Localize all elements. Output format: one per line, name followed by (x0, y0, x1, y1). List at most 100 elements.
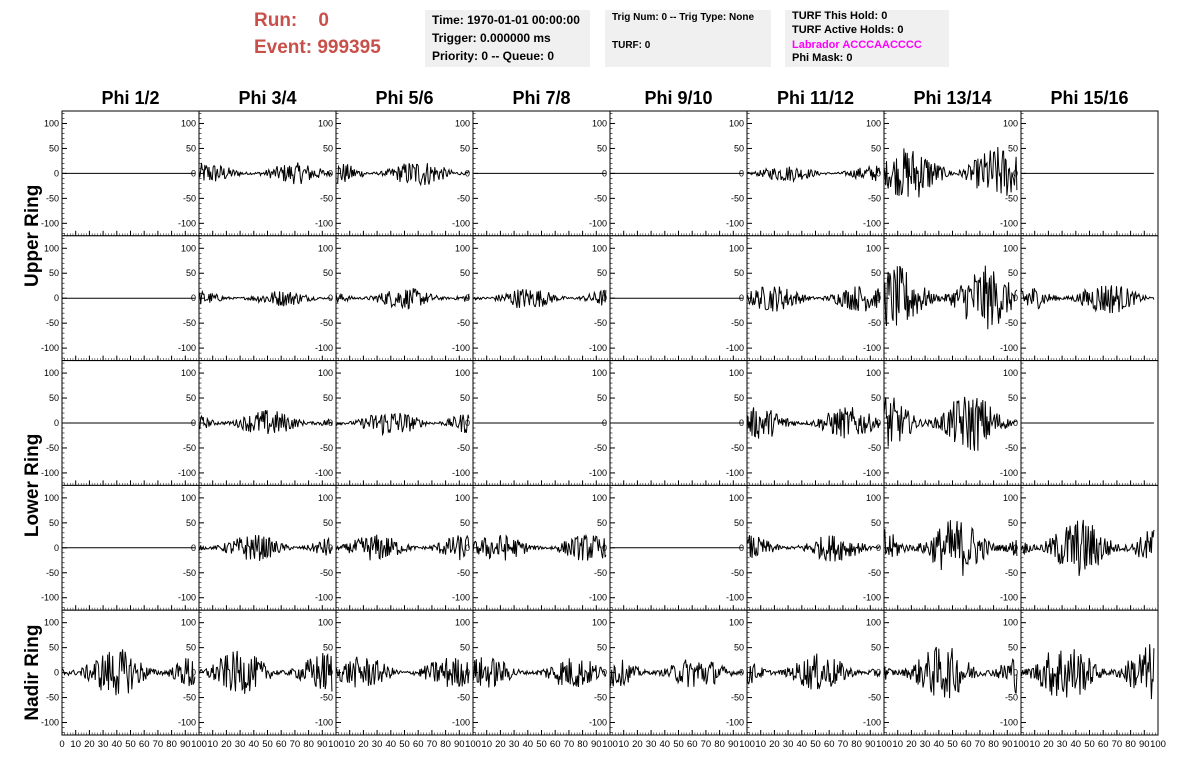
y-tick-label: 50 (734, 143, 744, 153)
waveform-panel: -100 -50 0 50 100 (178, 235, 337, 362)
y-tick-label: 0 (328, 168, 333, 178)
y-tick-label: -100 (726, 468, 744, 478)
y-tick-label: 100 (866, 368, 881, 378)
row-title-1: Upper Ring (22, 185, 43, 287)
turf-active-text: TURF Active Holds: 0 (792, 24, 904, 36)
y-tick-label: -50 (457, 693, 470, 703)
x-tick-label: 70 (153, 739, 164, 750)
y-tick-label: 50 (323, 518, 333, 528)
y-tick-label: 0 (739, 543, 744, 553)
y-tick-label: 100 (592, 618, 607, 628)
y-tick-label: -100 (726, 718, 744, 728)
y-tick-label: 50 (1008, 268, 1018, 278)
x-tick-label: 40 (1071, 739, 1082, 750)
waveform-trace (472, 657, 607, 688)
waveform-trace (198, 535, 333, 561)
panel-frame (609, 609, 748, 736)
x-tick-label: 30 (920, 739, 931, 750)
waveform-panel: -100 -50 0 50 100 (452, 609, 611, 736)
waveform-panel: -100 -50 0 50 100 (726, 609, 885, 736)
y-tick-label: 100 (318, 618, 333, 628)
y-tick-label: -100 (315, 343, 333, 353)
run-event-panel: Run: 0 Event: 999395 (248, 10, 418, 66)
y-tick-label: 0 (465, 168, 470, 178)
x-tick-label: 80 (166, 739, 177, 750)
x-tick-label: 50 (673, 739, 684, 750)
x-tick-label: 80 (714, 739, 725, 750)
waveform-panel: -100 -50 0 50 100 (726, 110, 885, 237)
y-tick-label: 50 (323, 393, 333, 403)
y-tick-label: -50 (594, 318, 607, 328)
y-tick-label: 0 (739, 418, 744, 428)
x-tick-label: 100 (465, 739, 481, 750)
waveform-trace (883, 520, 1018, 576)
y-tick-label: 100 (44, 118, 59, 128)
y-tick-label: 50 (597, 268, 607, 278)
y-tick-label: -100 (41, 218, 59, 228)
x-tick-label: 90 (1139, 739, 1150, 750)
waveform-panel: -100 -50 0 50 100 (452, 235, 611, 362)
y-tick-label: 100 (318, 368, 333, 378)
y-tick-label: 0 (876, 668, 881, 678)
y-tick-label: 100 (455, 118, 470, 128)
y-tick-label: 0 (1013, 293, 1018, 303)
y-tick-label: 50 (186, 393, 196, 403)
waveform-trace (335, 412, 470, 437)
waveform-panel: -100 -50 0 50 100 (178, 609, 337, 736)
x-tick-label: 30 (1057, 739, 1068, 750)
y-tick-label: -100 (178, 718, 196, 728)
run-value: 0 (318, 10, 329, 31)
y-tick-label: 50 (1008, 518, 1018, 528)
turf-text: TURF: 0 (612, 40, 651, 51)
waveform-panel: -100 -50 0 50 100 (726, 360, 885, 486)
x-tick-label: 20 (906, 739, 917, 750)
y-tick-label: -100 (863, 468, 881, 478)
waveform-trace (472, 289, 607, 308)
y-tick-label: 0 (191, 668, 196, 678)
waveform-panel: -100 -50 0 50 100 (726, 484, 885, 611)
waveform-trace (335, 534, 470, 561)
y-tick-label: 100 (181, 243, 196, 253)
y-tick-label: 0 (465, 293, 470, 303)
x-tick-label: 60 (824, 739, 835, 750)
waveform-panel: -100 -50 0 50 100 (863, 609, 1022, 736)
column-title-7: Phi 13/14 (913, 88, 991, 108)
y-tick-label: -50 (320, 318, 333, 328)
y-tick-label: 100 (181, 368, 196, 378)
waveform-panel: -100 -50 0 50 100 (1000, 235, 1159, 362)
y-tick-label: -50 (1005, 193, 1018, 203)
y-tick-label: 50 (871, 393, 881, 403)
waveform-panel: -100 -50 0 50 100 (315, 609, 474, 736)
y-tick-label: -50 (731, 443, 744, 453)
y-tick-label: 100 (1003, 618, 1018, 628)
y-tick-label: 50 (734, 518, 744, 528)
y-tick-label: -100 (1000, 218, 1018, 228)
y-tick-label: 0 (465, 668, 470, 678)
waveform-panel: -100 -50 0 50 100 (589, 484, 748, 611)
y-tick-label: -100 (452, 718, 470, 728)
y-tick-label: 100 (1003, 243, 1018, 253)
y-tick-label: 50 (49, 393, 59, 403)
y-tick-label: 0 (739, 293, 744, 303)
y-tick-label: -100 (1000, 718, 1018, 728)
y-tick-label: 0 (602, 668, 607, 678)
x-tick-label: 30 (372, 739, 383, 750)
x-tick-label: 70 (701, 739, 712, 750)
waveform-panel: -100 -50 0 50 100 (41, 360, 200, 486)
y-tick-label: -50 (731, 318, 744, 328)
x-tick-label: 10 (1029, 739, 1040, 750)
y-tick-label: -50 (457, 443, 470, 453)
y-tick-label: 50 (186, 518, 196, 528)
y-tick-label: -50 (320, 443, 333, 453)
x-tick-label: 50 (810, 739, 821, 750)
y-tick-label: -50 (183, 568, 196, 578)
y-tick-label: -100 (863, 718, 881, 728)
y-tick-label: 0 (54, 293, 59, 303)
y-tick-label: -100 (589, 593, 607, 603)
y-tick-label: -50 (594, 193, 607, 203)
waveform-trace (1020, 519, 1155, 576)
turf-info-panel: TURF This Hold: 0 TURF Active Holds: 0 L… (785, 10, 949, 67)
x-tick-label: 70 (290, 739, 301, 750)
x-tick-label: 50 (536, 739, 547, 750)
waveform-panel: -100 -50 0 50 100 (178, 360, 337, 486)
